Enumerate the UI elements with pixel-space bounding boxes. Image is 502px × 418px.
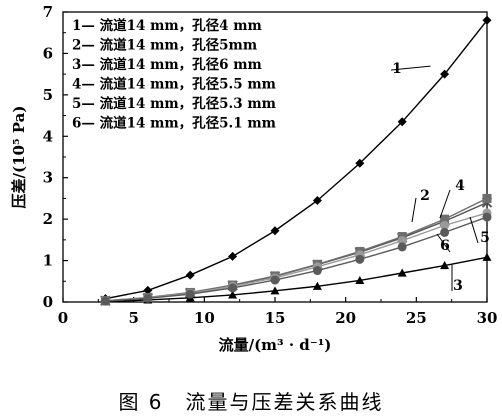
y-tick-label: 2 [43,210,53,228]
series-layer [100,15,493,306]
diamond-marker [228,251,238,261]
triangle-marker [228,290,238,299]
legend-entry: 4— 流道14 mm，孔径5.5 mm [72,76,276,93]
diamond-marker [440,69,450,79]
curve-label-6: 6 [440,238,450,254]
legend-entry: 5— 流道14 mm，孔径5.3 mm [72,95,276,112]
diamond-marker [355,158,365,168]
x-tick-label: 30 [477,309,498,327]
x-tick-label: 15 [265,309,286,327]
legend-entry: 6— 流道14 mm，孔径5.1 mm [72,115,276,132]
x-tick-label: 5 [128,309,138,327]
curve-label-leader [439,189,451,219]
circle-marker [440,220,450,230]
y-tick-label: 5 [43,86,53,104]
y-tick-label: 7 [43,3,53,21]
x-tick-label: 20 [335,309,356,327]
x-tick-label: 10 [194,309,215,327]
curve-labels: 1 2 3 4 5 6 [390,61,490,294]
curve-label-leader [390,65,431,71]
circle-marker [100,296,110,306]
y-axis-label: 压差/(10⁵ Pa) [10,106,28,209]
series-line [105,216,488,302]
square-marker [440,214,450,224]
circle-marker [185,289,195,299]
x-axis-label: 流量/(m³ · d⁻¹) [219,336,332,354]
y-tick-label: 6 [43,44,53,62]
circle-marker [355,254,365,264]
curve-label-2: 2 [420,188,430,204]
curve-label-leader [469,216,479,244]
series-line [105,201,488,302]
circle-marker [143,293,153,303]
curve-label-leader [411,197,417,223]
triangle-marker [397,268,407,277]
curve-label-3: 3 [453,278,463,294]
series-line [105,19,488,300]
figure-caption: 图 6 流量与压差关系曲线 [118,390,384,414]
curve-label-1: 1 [392,61,402,77]
legend-entry: 2— 流道14 mm，孔径5mm [72,37,257,54]
legend: 1— 流道14 mm，孔径4 mm 2— 流道14 mm，孔径5mm 3— 流道14… [72,17,276,132]
series-line [105,256,488,303]
diamond-marker [143,285,153,295]
y-tick-label: 0 [43,293,53,311]
diamond-marker [185,270,195,280]
x-tick-label: 0 [58,309,68,327]
y-tick-label: 1 [43,252,53,270]
curve-label-5: 5 [480,230,490,246]
series-line [105,212,488,302]
curve-label-leader [436,233,451,253]
circle-marker [440,227,450,237]
legend-entry: 3— 流道14 mm，孔径6 mm [72,56,262,73]
circle-marker [312,266,322,276]
triangle-marker [270,286,280,295]
circle-marker [228,283,238,293]
series-5 [100,208,492,306]
series-6 [100,212,492,306]
circle-marker [270,275,280,285]
square-marker [482,193,492,203]
y-tick-label: 3 [43,169,53,187]
curve-label-4: 4 [455,178,465,194]
circle-marker [482,212,492,222]
legend-entry: 1— 流道14 mm，孔径4 mm [72,17,262,34]
diamond-marker [482,15,492,25]
triangle-marker [312,281,322,290]
triangle-marker [440,261,450,270]
plot-frame [62,11,488,303]
diamond-marker [312,196,322,205]
circle-marker [397,236,407,246]
diamond-marker [397,117,407,127]
triangle-marker [355,275,365,285]
x-tick-label: 25 [406,309,427,327]
triangle-marker [482,252,492,261]
diamond-marker [270,226,280,236]
y-tick-label: 4 [43,127,53,145]
circle-marker [397,242,407,252]
